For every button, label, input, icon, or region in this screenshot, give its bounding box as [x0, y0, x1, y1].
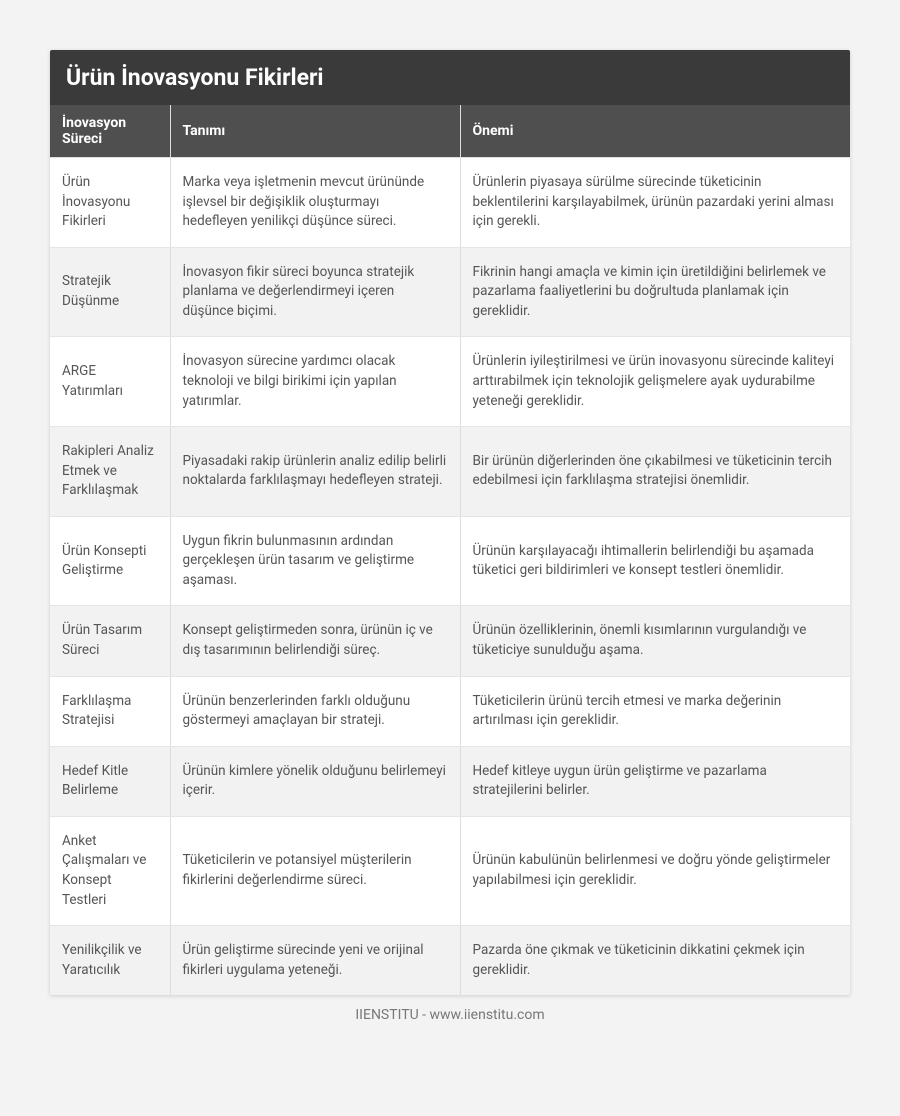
table-cell: Anket Çalışmaları ve Konsept Testleri: [50, 816, 170, 925]
table-cell: Hedef Kitle Belirleme: [50, 746, 170, 816]
table-cell: Ürünlerin iyileştirilmesi ve ürün inovas…: [460, 337, 850, 427]
table-header-cell: İnovasyon Süreci: [50, 105, 170, 158]
content-card: Ürün İnovasyonu Fikirleri İnovasyon Süre…: [50, 50, 850, 995]
table-cell: Ürünün kimlere yönelik olduğunu belirlem…: [170, 746, 460, 816]
page-title: Ürün İnovasyonu Fikirleri: [50, 50, 850, 105]
table-cell: Ürünün karşılayacağı ihtimallerin belirl…: [460, 516, 850, 606]
table-cell: Tüketicilerin ve potansiyel müşterilerin…: [170, 816, 460, 925]
table-cell: Stratejik Düşünme: [50, 247, 170, 337]
table-cell: Rakipleri Analiz Etmek ve Farklılaşmak: [50, 427, 170, 517]
table-cell: Fikrinin hangi amaçla ve kimin için üret…: [460, 247, 850, 337]
table-cell: Ürün Konsepti Geliştirme: [50, 516, 170, 606]
table-cell: Ürünlerin piyasaya sürülme sürecinde tük…: [460, 158, 850, 248]
table-cell: Yenilikçilik ve Yaratıcılık: [50, 926, 170, 996]
table-cell: Ürünün benzerlerinden farklı olduğunu gö…: [170, 676, 460, 746]
table-cell: İnovasyon sürecine yardımcı olacak tekno…: [170, 337, 460, 427]
table-cell: Tüketicilerin ürünü tercih etmesi ve mar…: [460, 676, 850, 746]
innovation-table: İnovasyon Süreci Tanımı Önemi Ürün İnova…: [50, 105, 850, 995]
table-header-cell: Önemi: [460, 105, 850, 158]
table-cell: ARGE Yatırımları: [50, 337, 170, 427]
table-row: Ürün Tasarım SüreciKonsept geliştirmeden…: [50, 606, 850, 676]
table-cell: Pazarda öne çıkmak ve tüketicinin dikkat…: [460, 926, 850, 996]
footer-text: IIENSTITU - www.iienstitu.com: [50, 995, 850, 1023]
table-row: Hedef Kitle BelirlemeÜrünün kimlere yöne…: [50, 746, 850, 816]
table-row: Stratejik Düşünmeİnovasyon fikir süreci …: [50, 247, 850, 337]
table-cell: Ürün Tasarım Süreci: [50, 606, 170, 676]
table-header-cell: Tanımı: [170, 105, 460, 158]
table-cell: Hedef kitleye uygun ürün geliştirme ve p…: [460, 746, 850, 816]
table-cell: Konsept geliştirmeden sonra, ürünün iç v…: [170, 606, 460, 676]
table-row: Ürün Konsepti GeliştirmeUygun fikrin bul…: [50, 516, 850, 606]
table-row: Farklılaşma StratejisiÜrünün benzerlerin…: [50, 676, 850, 746]
table-cell: İnovasyon fikir süreci boyunca stratejik…: [170, 247, 460, 337]
table-row: Anket Çalışmaları ve Konsept TestleriTük…: [50, 816, 850, 925]
table-row: Ürün İnovasyonu FikirleriMarka veya işle…: [50, 158, 850, 248]
table-row: Rakipleri Analiz Etmek ve FarklılaşmakPi…: [50, 427, 850, 517]
table-cell: Ürünün özelliklerinin, önemli kısımların…: [460, 606, 850, 676]
table-cell: Marka veya işletmenin mevcut ürününde iş…: [170, 158, 460, 248]
table-row: Yenilikçilik ve YaratıcılıkÜrün geliştir…: [50, 926, 850, 996]
table-row: ARGE Yatırımlarıİnovasyon sürecine yardı…: [50, 337, 850, 427]
table-header-row: İnovasyon Süreci Tanımı Önemi: [50, 105, 850, 158]
table-cell: Ürün İnovasyonu Fikirleri: [50, 158, 170, 248]
table-cell: Uygun fikrin bulunmasının ardından gerçe…: [170, 516, 460, 606]
table-cell: Piyasadaki rakip ürünlerin analiz edilip…: [170, 427, 460, 517]
table-cell: Ürün geliştirme sürecinde yeni ve orijin…: [170, 926, 460, 996]
table-cell: Bir ürünün diğerlerinden öne çıkabilmesi…: [460, 427, 850, 517]
table-cell: Ürünün kabulünün belirlenmesi ve doğru y…: [460, 816, 850, 925]
table-cell: Farklılaşma Stratejisi: [50, 676, 170, 746]
